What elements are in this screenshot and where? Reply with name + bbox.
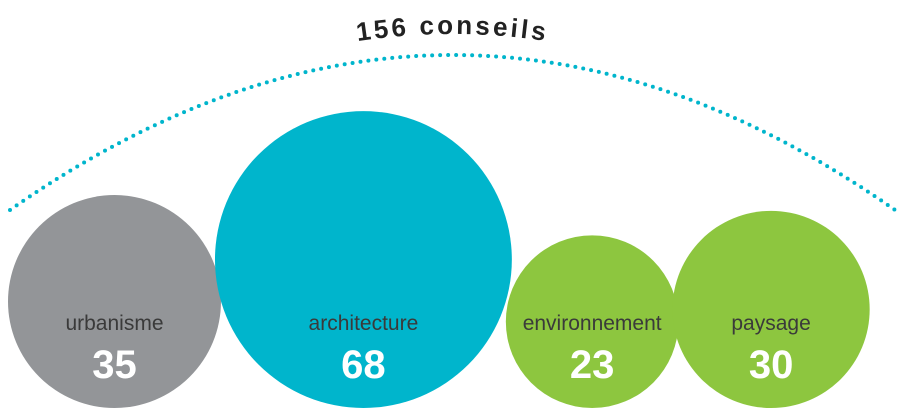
bubble — [672, 210, 870, 408]
value-label: 30 — [749, 343, 794, 387]
value-label: 35 — [92, 343, 137, 387]
dotted-arc — [8, 53, 897, 212]
category-label: paysage — [731, 312, 810, 335]
category-label: architecture — [309, 312, 419, 335]
bubble — [214, 111, 512, 408]
category-label: environnement — [523, 312, 662, 335]
value-label: 68 — [341, 343, 386, 387]
category-label: urbanisme — [65, 312, 163, 335]
title-text: 156 conseils — [354, 10, 551, 47]
value-label: 23 — [570, 343, 615, 387]
bubble — [8, 195, 221, 408]
chart-title: 156 conseils — [354, 10, 548, 47]
bubble — [505, 235, 679, 408]
